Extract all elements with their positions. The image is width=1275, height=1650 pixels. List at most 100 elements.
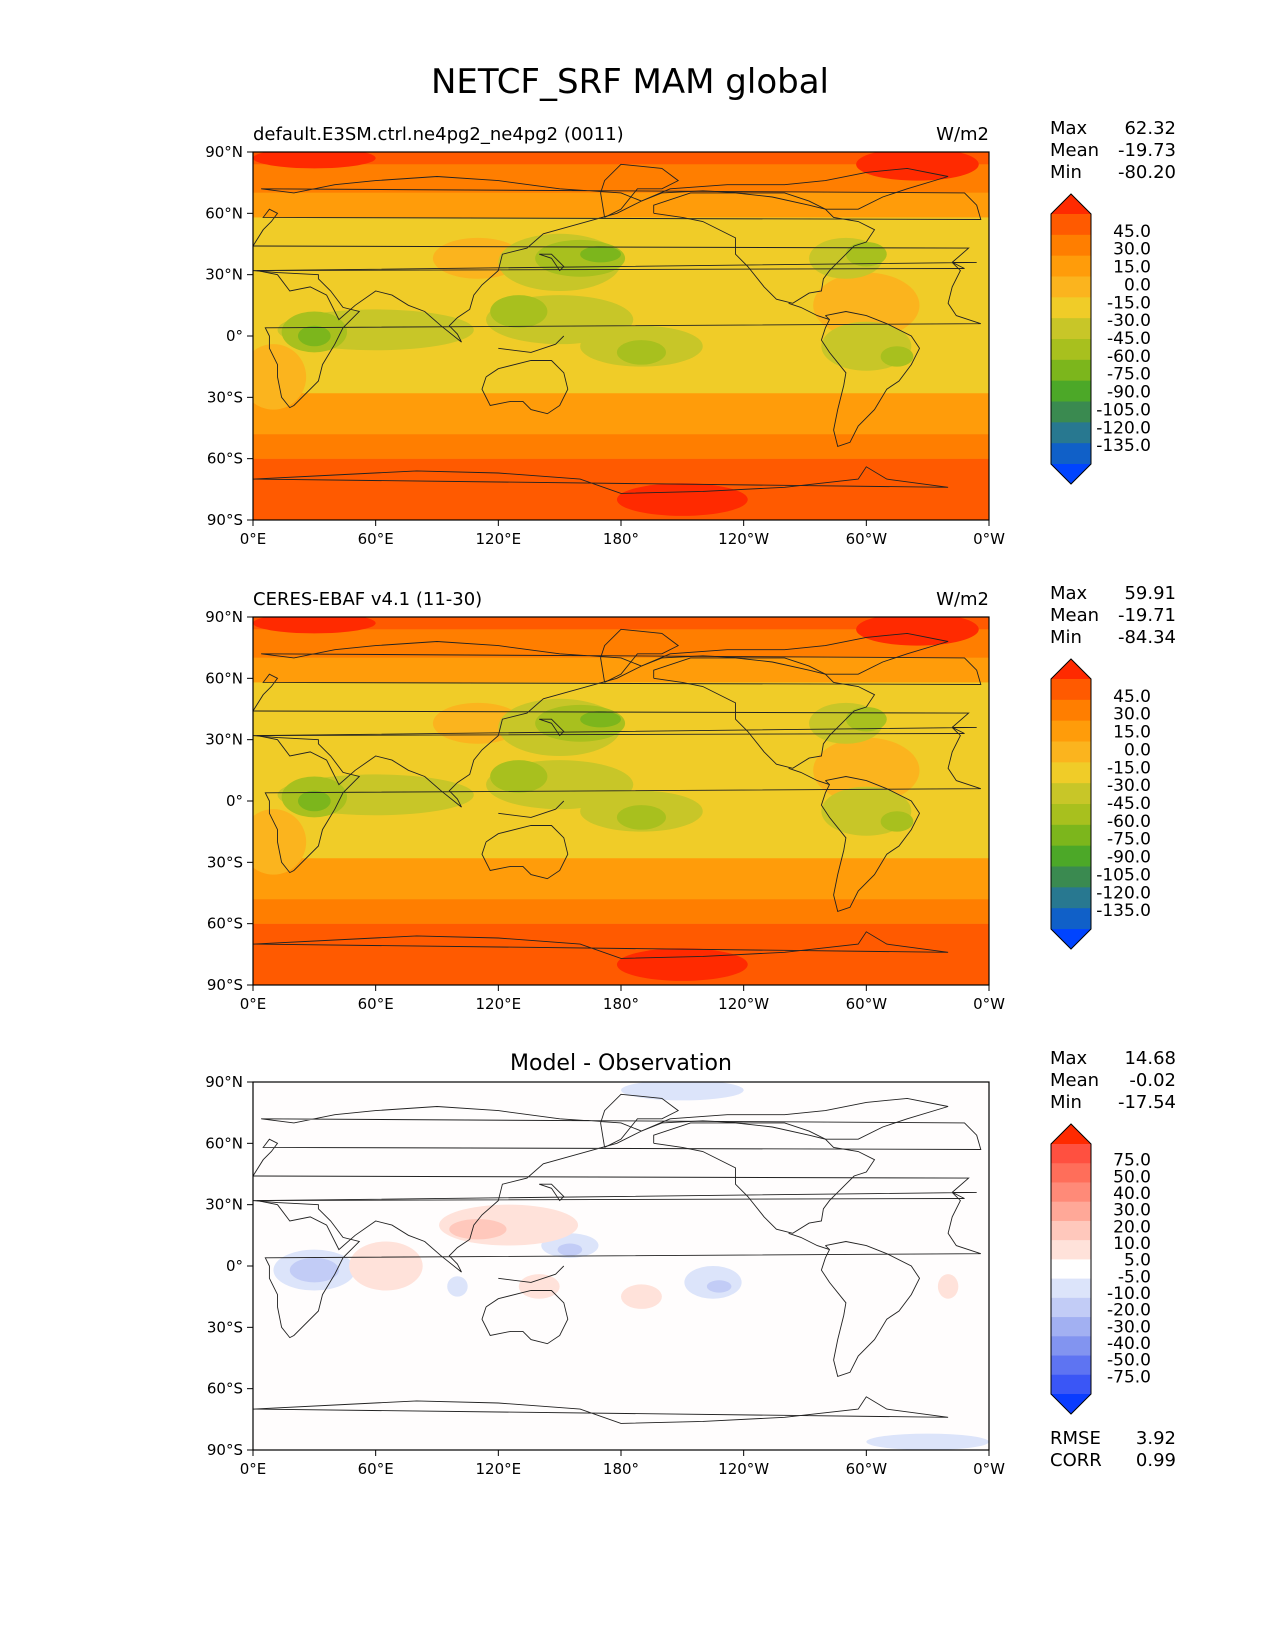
coastline [253,931,949,959]
coastline [641,167,949,210]
colorbar-segment [1051,1336,1091,1357]
coastline [498,335,565,353]
colorbar-segment [1051,762,1091,784]
colorbar-extend-max [1051,1124,1091,1144]
colorbar-segment [1051,741,1091,763]
x-tick-label: 120°E [476,995,522,1013]
y-tick-label: 30°S [207,853,243,871]
x-tick-label: 60°E [358,530,394,548]
band-subarctic [253,192,989,218]
coastline [653,1122,876,1234]
coastline [253,176,982,343]
stat-value: 14.68 [1124,1048,1176,1069]
panel-units: W/m2 [936,124,989,145]
x-tick-label: 60°E [358,995,394,1013]
y-tick-label: 60°N [205,1134,243,1152]
x-tick-label: 0°W [973,530,1005,548]
africa-neg-core [289,1257,339,1283]
arctic-max-east [856,617,979,646]
y-tick-label: 30°N [205,1196,243,1214]
atlantic-north-core [845,241,887,267]
colorbar-segment [1051,234,1091,257]
y-tick-label: 90°N [205,143,243,161]
y-tick-label: 90°S [207,976,243,994]
colorbar-tick-label: -50.0 [1107,1351,1151,1371]
colorbar-tick-label: 0.0 [1124,275,1151,295]
field-test [253,152,989,520]
colorbar-segment [1051,1355,1091,1376]
coastline [820,311,921,447]
colorbar-tick-label: -105.0 [1096,400,1151,420]
y-tick-label: 90°S [207,1441,243,1459]
colorbar-segment [1051,699,1091,722]
band-arctic-core [253,152,989,165]
x-tick-label: 60°W [846,530,888,548]
colorbar-tick-label: -120.0 [1096,883,1151,903]
stat-label: Min [1050,627,1082,648]
stat-value: -80.20 [1118,162,1176,183]
y-tick-label: 30°N [205,266,243,284]
pacific-neg-core [557,1243,583,1256]
amazon-core [880,346,914,367]
band-south-mid [253,858,989,900]
coastline [820,776,921,912]
stat-value: -19.71 [1118,605,1176,626]
asia-pos-core [449,1218,507,1240]
tropical-pacific-core [616,805,666,830]
colorbar-tick-label: 50.0 [1113,1167,1151,1187]
x-tick-label: 180° [603,1460,639,1478]
colorbar-segment [1051,1201,1091,1222]
australia-pos [518,1274,560,1299]
y-tick-label: 0° [226,792,243,810]
atlantic-north-core [845,706,887,732]
y-tick-label: 30°N [205,731,243,749]
field-difference [253,1082,989,1450]
x-tick-label: 0°E [240,1460,267,1478]
stat-value: 59.91 [1124,583,1176,604]
atlantic-pos [937,1274,959,1299]
colorbar-segment [1051,887,1091,909]
footer-stat-label: CORR [1050,1450,1102,1471]
band-arctic-core [253,617,989,630]
x-tick-label: 120°W [718,1460,769,1478]
colorbar-segment [1051,845,1091,868]
colorbar-tick-label: -30.0 [1107,311,1151,331]
africa-core [297,790,331,812]
colorbar-tick-label: -45.0 [1107,329,1151,349]
band-south-high [253,899,989,924]
tropical-pacific-core [616,340,666,365]
x-tick-label: 120°W [718,530,769,548]
coastline [481,360,569,415]
colorbar-extend-min [1051,464,1091,484]
stat-value: -84.34 [1118,627,1176,648]
colorbar-tick-label: -20.0 [1107,1301,1151,1321]
colorbar-tick-label: 0.0 [1124,740,1151,760]
colorbar-extend-max [1051,659,1091,679]
coastline [498,800,565,818]
colorbar-segment [1051,1259,1091,1280]
panel-title: Model - Observation [510,1051,732,1076]
colorbar-segment [1051,783,1091,805]
colorbar-tick-label: 5.0 [1124,1251,1151,1271]
band-south-high [253,434,989,459]
colorbar-segment [1051,214,1091,236]
y-tick-label: 60°S [207,915,243,933]
colorbar-segment [1051,908,1091,930]
band-antarctic [253,923,989,985]
colorbar-tick-label: -15.0 [1107,758,1151,778]
colorbar-tick-label: -90.0 [1107,383,1151,403]
colorbar-tick-label: -135.0 [1096,901,1151,921]
colorbar-tick-label: -5.0 [1118,1267,1151,1287]
coastline [653,192,876,304]
colorbar-segment [1051,1240,1091,1260]
colorbar-tick-label: -75.0 [1107,1367,1151,1387]
colorbar-segment [1051,318,1091,340]
colorbar-segment [1051,1144,1091,1164]
colorbar-tick-label: -135.0 [1096,436,1151,456]
colorbar: 75.050.040.030.020.010.05.0-5.0-10.0-20.… [1050,1123,1151,1415]
colorbar-tick-label: -75.0 [1107,830,1151,850]
colorbar: 45.030.015.00.0-15.0-30.0-45.0-60.0-75.0… [1050,658,1151,950]
coastline [253,641,982,808]
coastline [653,657,876,769]
